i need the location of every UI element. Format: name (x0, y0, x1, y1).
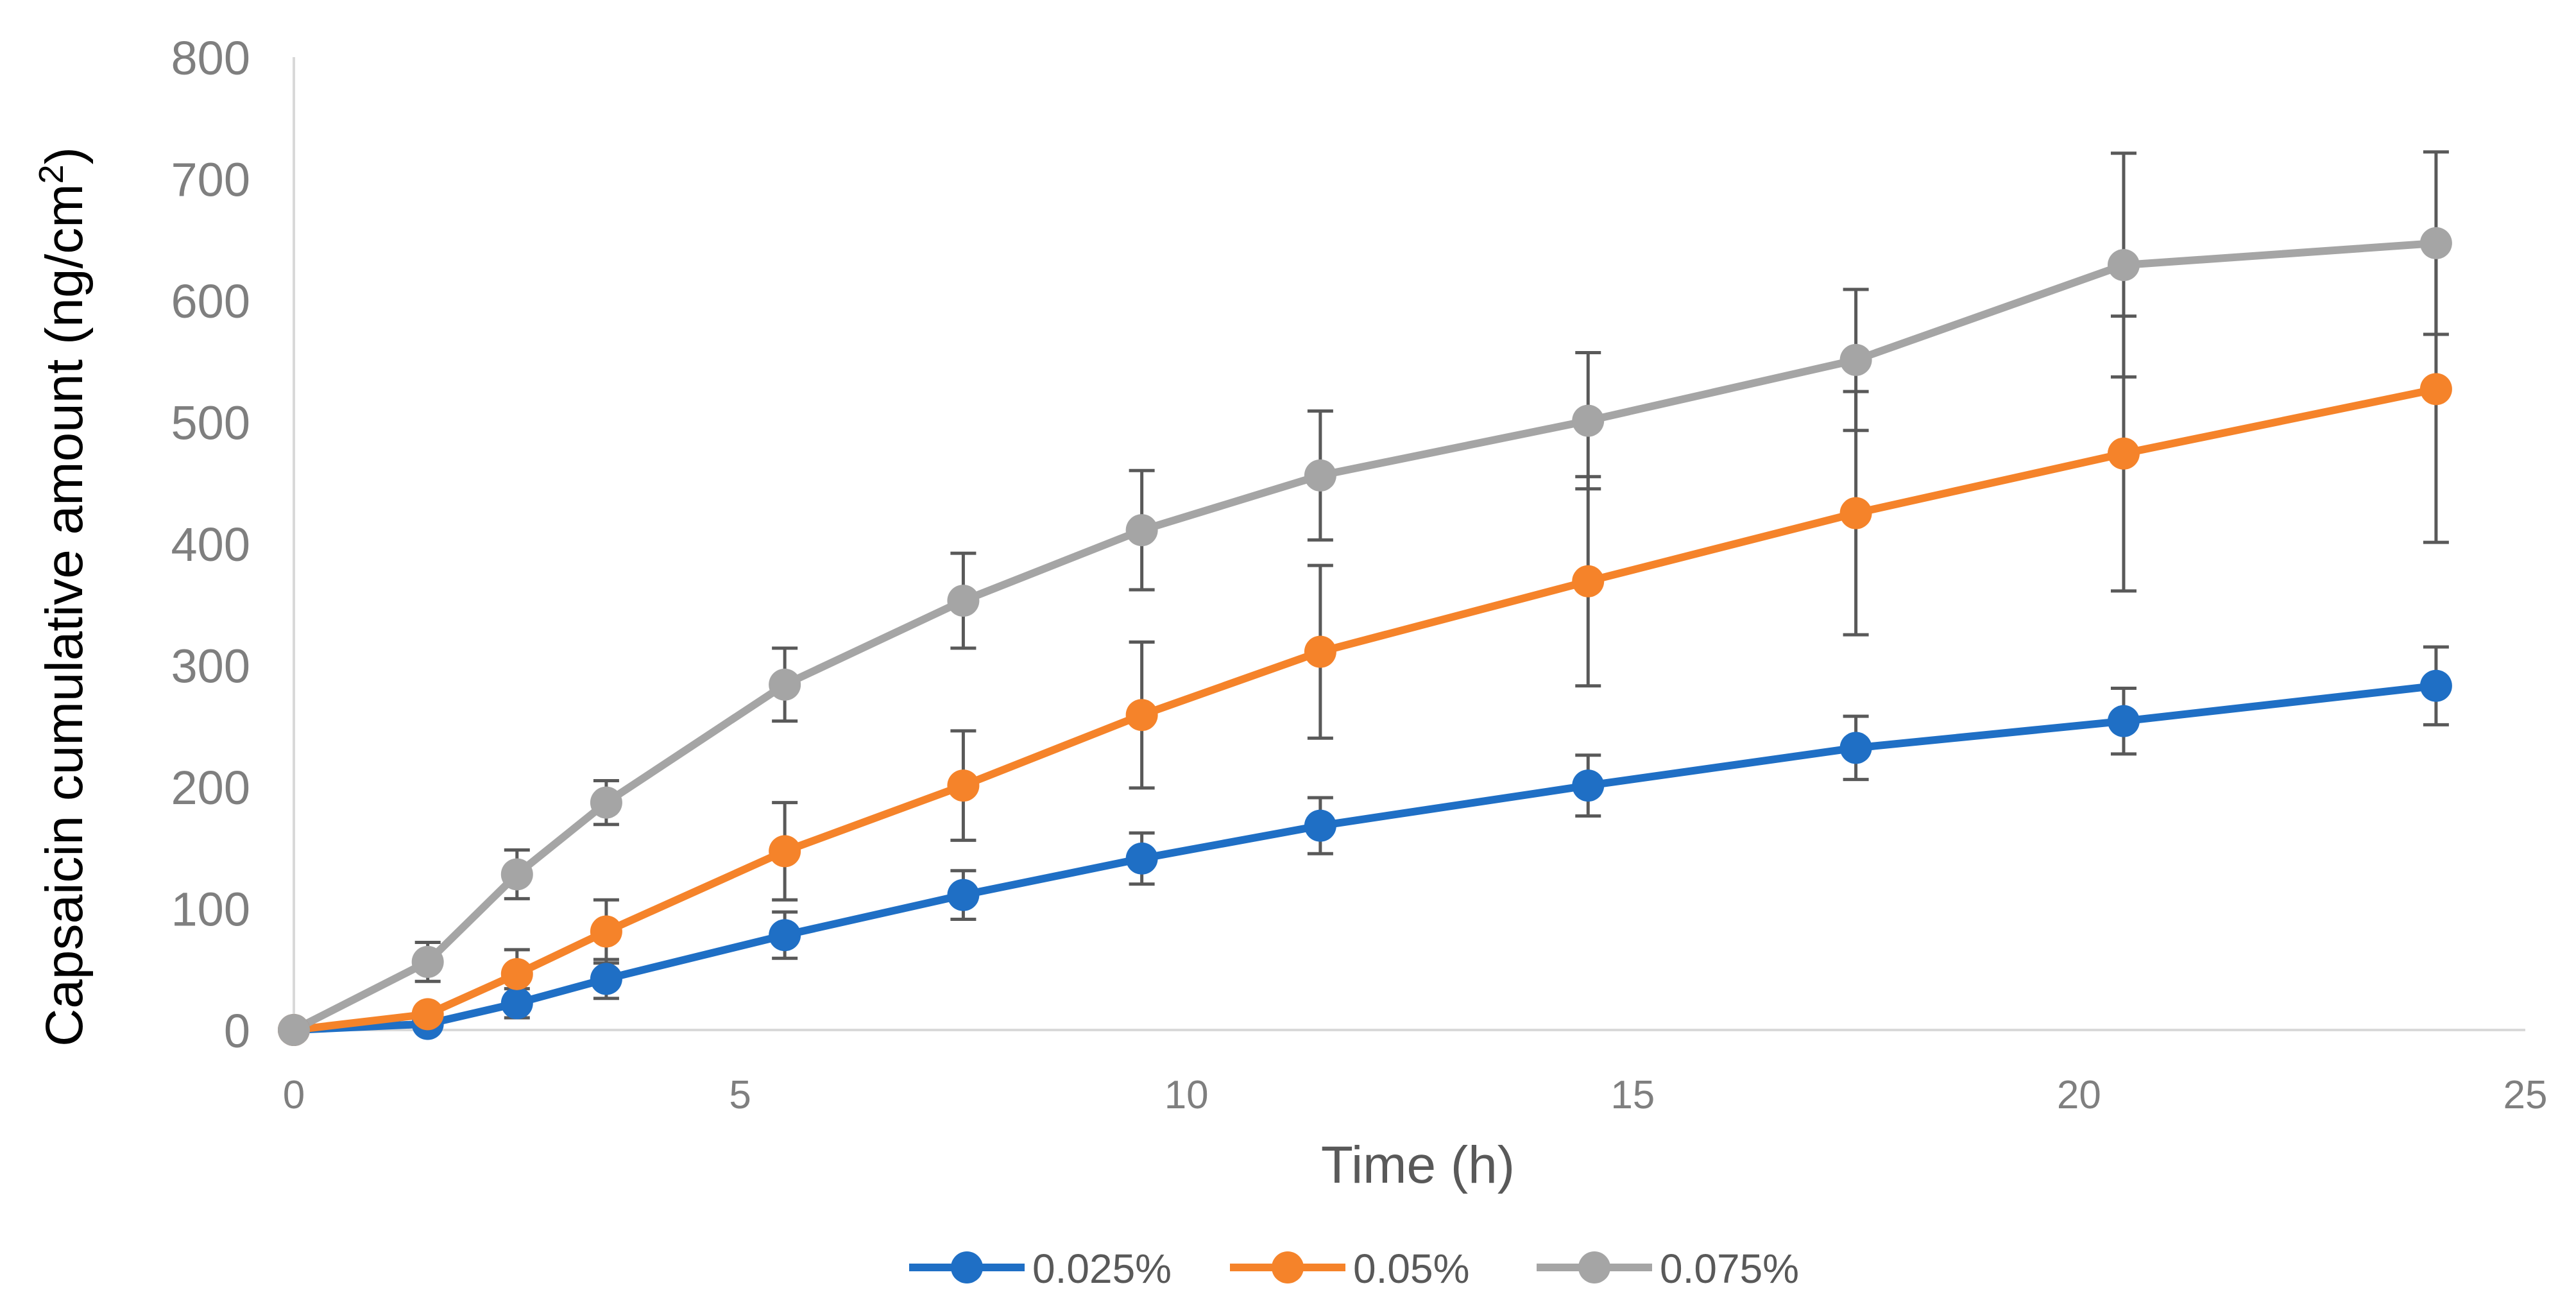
y-axis-title: Capsaicin cumulative amount (ng/cm2) (32, 147, 94, 1047)
data-point (2107, 437, 2140, 470)
y-tick-labels: 0 100 200 300 400 500 600 700 800 (171, 31, 250, 1058)
y-axis-title-superscript: 2 (32, 164, 71, 184)
data-point (1839, 497, 1872, 529)
y-tick-label: 100 (171, 883, 250, 936)
y-axis-title-close: ) (35, 147, 94, 164)
data-point (769, 919, 801, 952)
y-tick-label: 500 (171, 397, 250, 450)
error-bars (414, 150, 2449, 1031)
data-point (2419, 373, 2452, 406)
x-tick-label: 15 (1610, 1073, 1655, 1117)
series-line (292, 239, 2437, 1034)
y-tick-label: 600 (171, 275, 250, 328)
data-point (500, 987, 533, 1020)
series-lines (292, 239, 2437, 1034)
x-tick-label: 20 (2057, 1073, 2101, 1117)
data-point (1304, 635, 1336, 668)
data-point (411, 945, 444, 978)
x-tick-label: 10 (1164, 1073, 1209, 1117)
data-point (2107, 705, 2140, 737)
data-point (1125, 699, 1158, 732)
legend-label: 0.025% (1032, 1246, 1172, 1292)
data-point (500, 957, 533, 990)
y-axis-title-main: Capsaicin cumulative amount (ng/cm (35, 184, 94, 1046)
data-point (1572, 769, 1605, 802)
data-point (590, 963, 622, 995)
data-point (1572, 404, 1605, 437)
data-point (2419, 227, 2452, 259)
data-point (947, 769, 980, 802)
data-point (1304, 459, 1336, 492)
data-point (1304, 809, 1336, 842)
data-point (278, 1014, 310, 1046)
y-tick-label: 700 (171, 153, 250, 207)
data-point (2419, 669, 2452, 702)
data-point (1839, 732, 1872, 764)
data-point (947, 879, 980, 911)
data-point (1839, 343, 1872, 376)
legend-label: 0.075% (1660, 1246, 1799, 1292)
legend-label: 0.05% (1353, 1246, 1469, 1292)
y-tick-label: 400 (171, 518, 250, 571)
data-point (769, 668, 801, 701)
data-point (1125, 842, 1158, 875)
axes (293, 57, 2525, 1031)
y-tick-label: 300 (171, 640, 250, 693)
data-points (278, 227, 2452, 1046)
series-line (293, 385, 2437, 1034)
data-point (590, 915, 622, 948)
y-tick-label: 800 (171, 31, 250, 85)
legend-item: 0.05% (1230, 1246, 1469, 1292)
data-point (947, 585, 980, 617)
legend: 0.025% 0.05% 0.075% (909, 1246, 1799, 1292)
data-point (2107, 249, 2140, 282)
x-tick-label: 25 (2503, 1073, 2548, 1117)
x-tick-labels: 0 5 10 15 20 25 (283, 1073, 2548, 1117)
legend-item: 0.075% (1537, 1246, 1799, 1292)
data-point (590, 786, 622, 819)
data-point (1572, 565, 1605, 597)
x-tick-label: 5 (729, 1073, 751, 1117)
data-point (769, 835, 801, 868)
data-point (500, 858, 533, 891)
x-tick-label: 0 (283, 1073, 305, 1117)
y-tick-label: 200 (171, 761, 250, 814)
data-point (411, 998, 444, 1031)
x-axis-title: Time (h) (1321, 1136, 1515, 1194)
y-tick-label: 0 (224, 1004, 250, 1058)
legend-item: 0.025% (909, 1246, 1172, 1292)
data-point (1125, 514, 1158, 547)
